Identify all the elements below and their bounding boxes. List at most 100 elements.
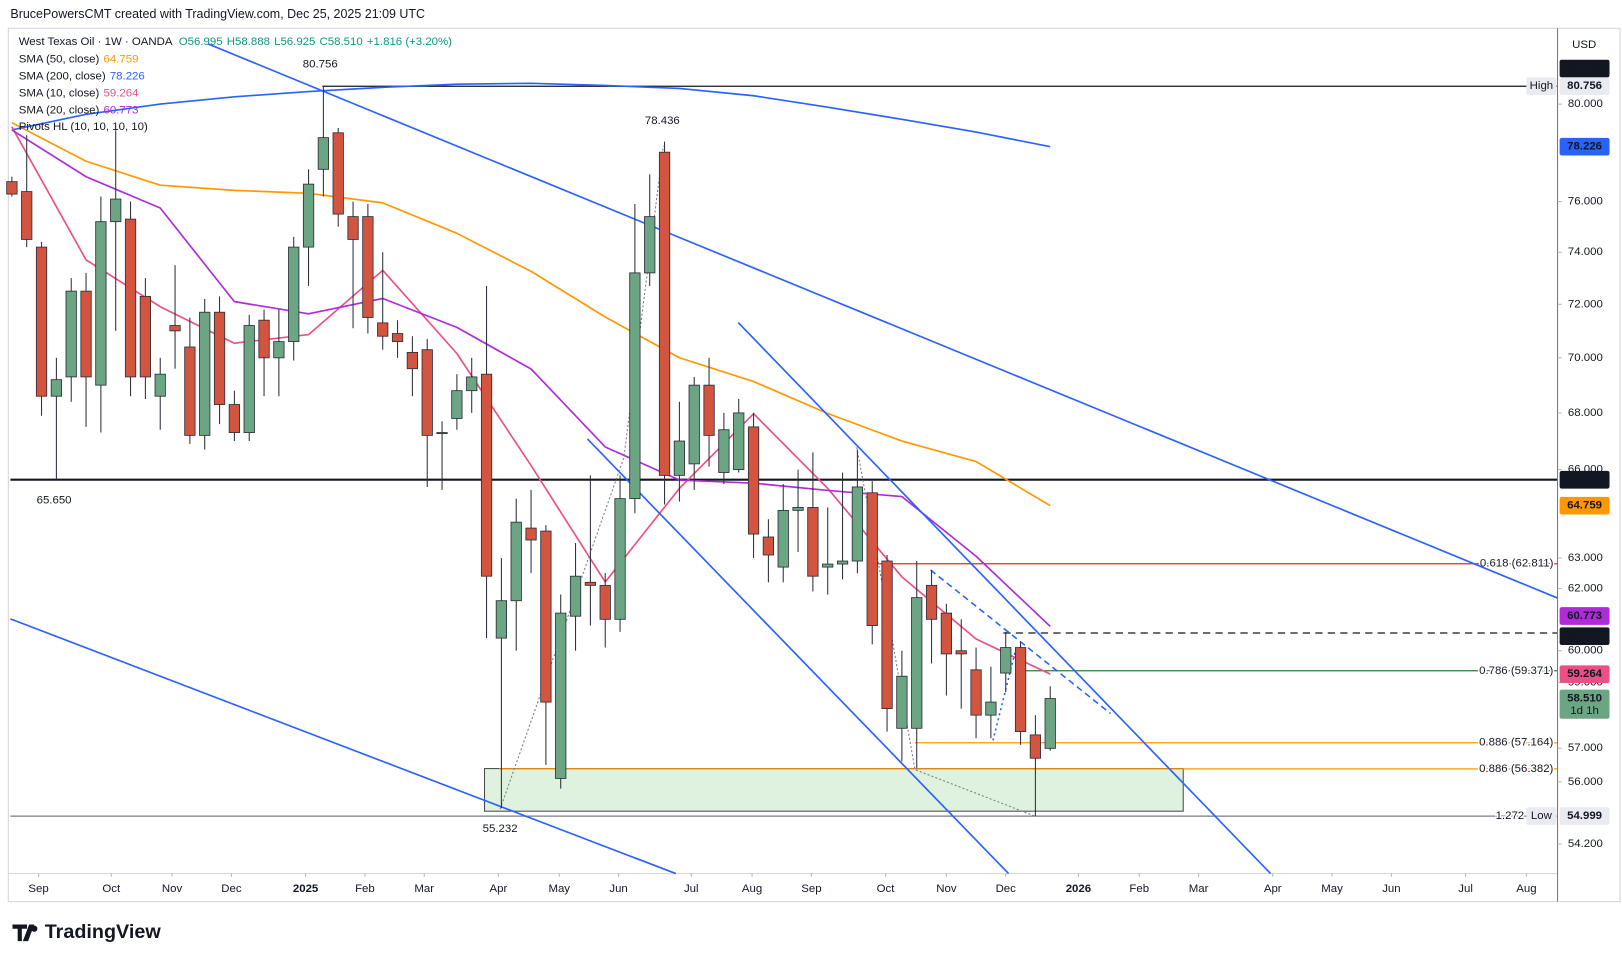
- candle-body: [258, 319, 270, 359]
- trendline: [207, 43, 1558, 599]
- candle-body: [762, 536, 775, 556]
- legend-value: 59.264: [103, 88, 139, 100]
- x-tick-label: Dec: [221, 883, 242, 895]
- x-tick-label: Feb: [1129, 883, 1149, 895]
- trendline: [737, 321, 1272, 875]
- candle-body: [836, 560, 849, 565]
- candle-body: [273, 341, 285, 359]
- drawings: [10, 43, 1558, 875]
- candle-body: [50, 379, 62, 397]
- candle-body: [421, 349, 433, 436]
- annotation: 80.756: [303, 59, 338, 71]
- candle-body: [688, 384, 700, 465]
- price-tag-label: 54.999: [1567, 810, 1602, 822]
- candle-body: [510, 521, 522, 602]
- x-tick-label: 2026: [1066, 883, 1091, 895]
- candle-body: [1000, 647, 1012, 674]
- candle-body: [629, 272, 641, 500]
- legend-symbol-line: West Texas Oil · 1W · OANDA O56.995 H58.88…: [19, 36, 452, 48]
- candle-body: [110, 198, 122, 223]
- candle-body: [703, 384, 715, 436]
- candle-body: [911, 597, 923, 729]
- candle-body: [866, 492, 878, 626]
- legend-entry: SMA (200, close) 78.226: [19, 71, 145, 83]
- y-tick-label: 54.200: [1568, 838, 1603, 850]
- logo-icon: [12, 924, 38, 942]
- x-tick-label: May: [548, 883, 570, 895]
- candle-body: [377, 322, 389, 337]
- legend-value: 78.226: [110, 71, 145, 83]
- chart-frame: [7, 27, 1621, 903]
- legend: West Texas Oil · 1W · OANDA O56.995 H58.88…: [19, 36, 452, 133]
- candle-body: [213, 311, 226, 405]
- credit: BrucePowersCMT created with TradingView.…: [10, 7, 425, 21]
- y-tick-label: 74.000: [1568, 246, 1603, 258]
- x-tick-label: Oct: [102, 883, 121, 895]
- y-tick-label: 56.000: [1568, 776, 1603, 788]
- candle-body: [288, 246, 300, 343]
- price-tag-label: 80.756: [1567, 80, 1602, 92]
- legend-value: 60.773: [103, 105, 138, 117]
- candle-body: [6, 181, 18, 195]
- legend-entry: SMA (50, close) 64.759: [19, 53, 139, 65]
- ohlc-low: L56.925: [274, 36, 315, 48]
- candle-body: [139, 295, 151, 378]
- level-label: 0.786 (59.371): [1479, 665, 1553, 677]
- level-label: 0.886 (56.382): [1479, 763, 1553, 775]
- candle-body: [985, 701, 997, 716]
- x-tick-label: Nov: [162, 883, 183, 895]
- price-tag: [1559, 470, 1610, 489]
- x-tick-label: May: [1321, 883, 1343, 895]
- symbol: West Texas Oil · 1W · OANDA: [19, 36, 173, 48]
- candle-body: [362, 216, 374, 318]
- x-tick-label: Oct: [877, 883, 896, 895]
- candle-body: [792, 507, 804, 511]
- candle-body: [35, 246, 48, 397]
- price-tag-label: 80.756: [1567, 63, 1602, 75]
- candle-body: [599, 584, 611, 620]
- x-tick-label: Mar: [1189, 883, 1209, 895]
- candle-body: [495, 600, 508, 639]
- price-tag: [1559, 59, 1610, 78]
- candle-body: [480, 373, 493, 577]
- candle-body: [970, 669, 982, 716]
- y-tick-label: 62.000: [1568, 582, 1603, 594]
- candle-body: [940, 612, 953, 655]
- levels-layer: 0.618 (62.811) 0.786 (59.371) 0.886 (57.16…: [10, 85, 1558, 824]
- x-tick-label: 2025: [293, 883, 319, 895]
- candle-body: [718, 429, 730, 473]
- price-tag: [1559, 627, 1610, 646]
- ohlc-close: C58.510: [320, 36, 363, 48]
- candle-body: [644, 216, 656, 274]
- price-tag: [1559, 807, 1610, 825]
- candle-body: [95, 221, 107, 386]
- candle-body: [243, 325, 255, 433]
- price-tag-label: 60.561: [1567, 630, 1603, 642]
- candle-body: [80, 290, 92, 378]
- candle-body: [733, 412, 745, 471]
- price-tags: 80.756 80.756 High 78.226 65.650 64.759 60.773…: [1526, 59, 1610, 825]
- candle-body: [673, 440, 686, 476]
- candle-body: [1014, 647, 1027, 733]
- candle-body: [436, 432, 448, 435]
- price-tag-sub: 1d 1h: [1570, 705, 1599, 717]
- level-label: 0.886 (57.164): [1479, 737, 1553, 749]
- candle-body: [406, 351, 419, 370]
- price-tag: [1559, 137, 1610, 156]
- candle-body: [199, 311, 211, 436]
- x-tick-label: Feb: [355, 883, 375, 895]
- y-tick-label: 76.000: [1568, 196, 1603, 208]
- candle-body: [1044, 698, 1056, 749]
- candle-body: [851, 486, 864, 562]
- candle-body: [169, 325, 181, 332]
- ohlc-change: +1.816 (+3.20%): [367, 36, 452, 48]
- sma-line: [11, 121, 1051, 507]
- candle-body: [614, 498, 626, 620]
- candle-body: [569, 575, 582, 617]
- x-tick-label: Dec: [996, 883, 1017, 895]
- candle-body: [347, 216, 359, 240]
- candle-body: [228, 404, 240, 433]
- y-tick-label: 80.000: [1568, 98, 1603, 110]
- price-tag: [1559, 77, 1610, 96]
- x-tick-label: Jul: [684, 883, 699, 895]
